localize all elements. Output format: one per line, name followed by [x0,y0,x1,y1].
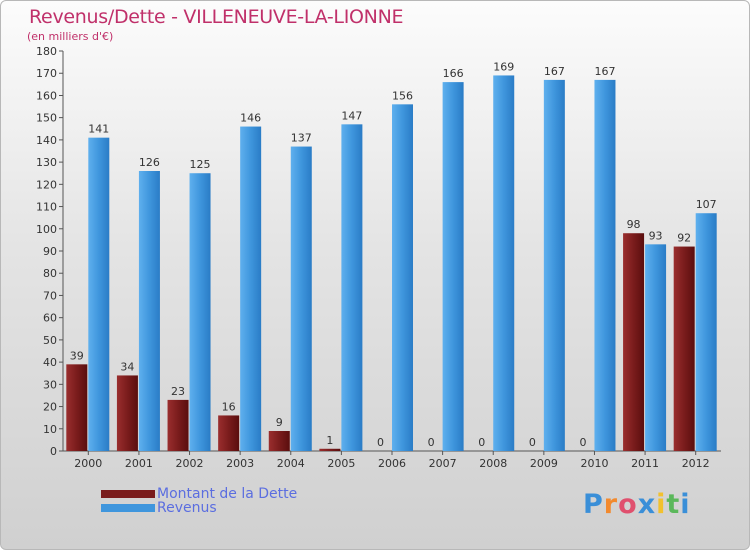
y-tick-label: 100 [36,223,57,236]
x-tick-label: 2012 [682,457,710,470]
y-tick-label: 110 [36,201,57,214]
bar-revenus [645,244,667,451]
legend-label-revenus: Revenus [157,500,217,516]
bar-revenus [695,213,717,451]
bar-dette [116,375,138,451]
y-tick-label: 130 [36,156,57,169]
y-tick-label: 70 [43,289,57,302]
y-tick-label: 80 [43,267,57,280]
data-label-dette: 0 [377,436,384,449]
legend-item-revenus: Revenus [101,500,297,516]
data-label-revenus: 107 [696,198,717,211]
data-label-revenus: 156 [392,89,413,102]
y-tick-label: 160 [36,89,57,102]
bar-dette [319,448,341,451]
x-tick-label: 2000 [74,457,102,470]
x-tick-label: 2001 [125,457,153,470]
bar-revenus [594,79,616,451]
y-tick-label: 140 [36,134,57,147]
proxiti-logo: Proxiti [583,489,691,520]
data-label-revenus: 141 [88,123,109,136]
data-label-dette: 0 [579,436,586,449]
data-label-dette: 34 [120,360,134,373]
x-tick-label: 2002 [176,457,204,470]
bar-revenus [138,171,160,451]
y-tick-label: 170 [36,67,57,80]
bar-revenus [392,104,413,451]
chart-title: Revenus/Dette - VILLENEUVE-LA-LIONNE [29,6,404,28]
data-label-dette: 39 [70,349,84,362]
x-tick-label: 2010 [580,457,608,470]
data-label-revenus: 126 [139,156,160,169]
y-tick-label: 0 [50,445,57,458]
y-tick-label: 10 [43,423,57,436]
y-tick-label: 40 [43,356,57,369]
bar-revenus [189,173,211,451]
bar-revenus [543,79,565,451]
y-tick-label: 20 [43,401,57,414]
data-label-revenus: 169 [493,60,514,73]
bar-dette [673,246,695,451]
data-label-revenus: 125 [190,158,211,171]
bar-revenus [240,126,262,452]
legend: Montant de la Dette Revenus [101,486,298,516]
data-label-dette: 0 [529,436,536,449]
bar-revenus [88,137,110,451]
bar-dette [66,364,88,451]
bar-dette [623,233,645,451]
legend-swatch-dette [101,490,155,498]
x-tick-label: 2004 [277,457,305,470]
data-label-dette: 98 [627,218,641,231]
bar-revenus [341,124,363,451]
bar-revenus [290,146,312,452]
data-label-dette: 1 [326,434,333,447]
y-tick-label: 50 [43,334,57,347]
legend-label-dette: Montant de la Dette [157,486,298,502]
data-label-revenus: 137 [291,132,312,145]
data-label-dette: 0 [478,436,485,449]
y-tick-label: 180 [36,45,57,58]
x-tick-label: 2009 [530,457,558,470]
x-tick-label: 2011 [631,457,659,470]
data-label-dette: 92 [677,232,691,245]
legend-swatch-revenus [101,504,155,512]
y-tick-label: 30 [43,378,57,391]
y-tick-label: 60 [43,312,57,325]
x-tick-label: 2005 [327,457,355,470]
data-label-revenus: 167 [594,65,615,78]
y-tick-label: 150 [36,112,57,125]
x-tick-label: 2007 [429,457,457,470]
chart-subtitle: (en milliers d'€) [27,30,114,43]
y-tick-label: 120 [36,178,57,191]
bar-dette [218,415,240,451]
data-label-revenus: 146 [240,112,261,125]
data-label-dette: 23 [171,385,185,398]
data-label-revenus: 93 [649,229,663,242]
data-label-dette: 9 [276,416,283,429]
bar-dette [167,399,189,451]
x-tick-label: 2006 [378,457,406,470]
bar-revenus [493,75,515,451]
y-tick-label: 90 [43,245,57,258]
data-label-revenus: 166 [443,67,464,80]
data-label-dette: 16 [222,400,236,413]
data-label-dette: 0 [428,436,435,449]
bar-revenus [442,82,464,451]
x-tick-label: 2003 [226,457,254,470]
data-label-revenus: 147 [341,109,362,122]
bar-dette [268,431,290,451]
data-label-revenus: 167 [544,65,565,78]
x-tick-label: 2008 [479,457,507,470]
legend-item-dette: Montant de la Dette [101,486,298,502]
